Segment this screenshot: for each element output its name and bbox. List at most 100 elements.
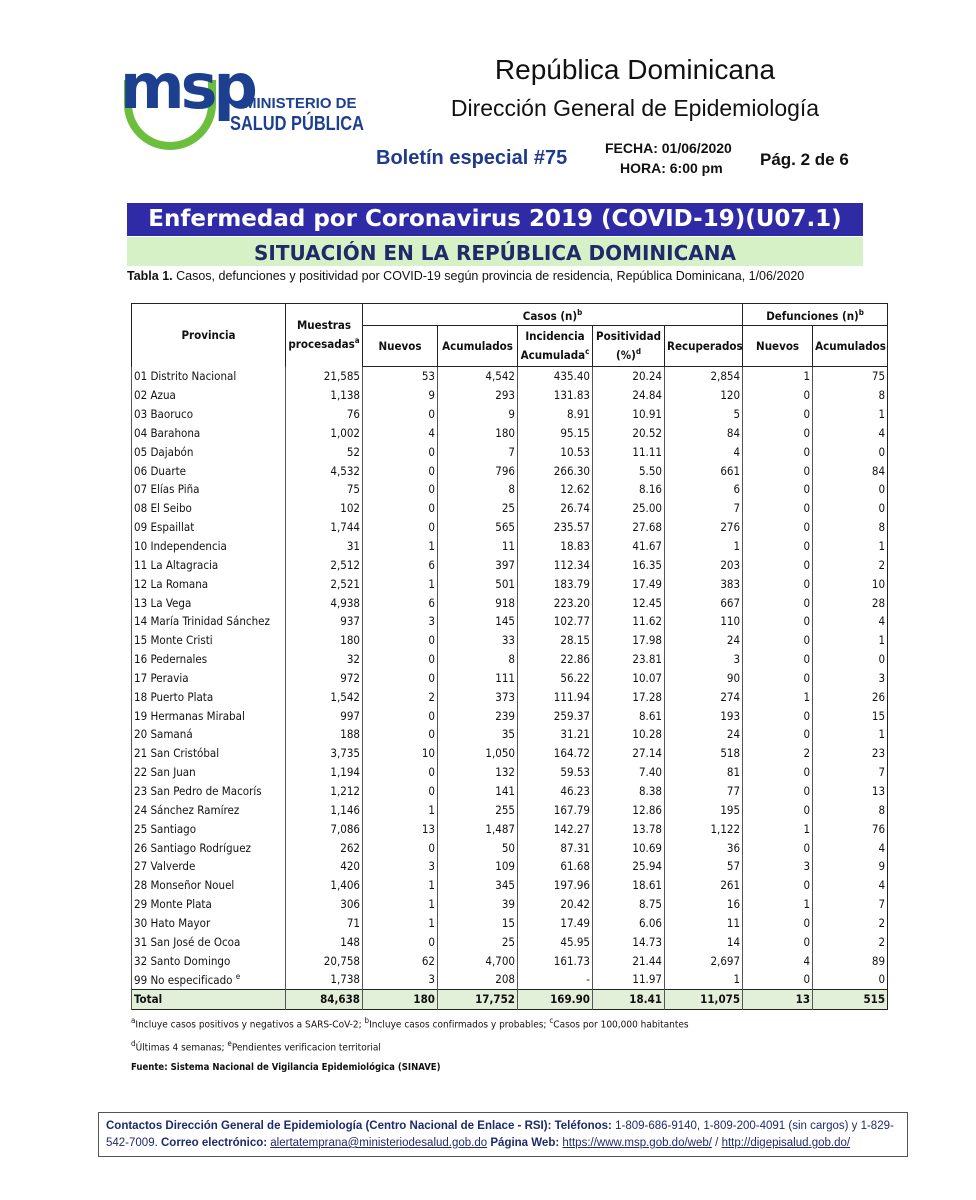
table-cell: 102 xyxy=(285,498,363,518)
table-cell: 24 xyxy=(663,725,743,744)
column-header: Incidencia Acumuladac xyxy=(517,325,593,367)
table-cell: 169.90 xyxy=(517,988,593,1010)
footer-text: Correo electrónico: xyxy=(161,1137,268,1149)
table-cell: 0 xyxy=(742,404,813,424)
table-cell: 39 xyxy=(437,894,518,914)
table-cell: 197.96 xyxy=(517,875,593,895)
table-cell: 1,194 xyxy=(285,762,363,782)
web-link[interactable]: http://digepisalud.gob.do/ xyxy=(721,1137,851,1149)
table-cell: 4 xyxy=(812,611,888,631)
table-cell: 0 xyxy=(742,800,813,820)
table-cell: 259.37 xyxy=(517,706,593,726)
table-cell: 90 xyxy=(663,668,743,688)
table-cell: 7.40 xyxy=(592,762,665,782)
table-cell: 26.74 xyxy=(517,498,593,518)
table-cell: 99 No especificado e xyxy=(131,970,286,990)
table-row: 15 Monte Cristi 180 0 33 28.15 17.98 24 0 1 xyxy=(131,630,888,650)
group-header: Defunciones (n)b xyxy=(742,303,888,326)
table-cell: 0 xyxy=(742,385,813,405)
table-cell: 46.23 xyxy=(517,781,593,801)
table-cell: 56.22 xyxy=(517,668,593,688)
table-cell: 1,122 xyxy=(663,819,743,839)
table-cell: 161.73 xyxy=(517,951,593,970)
footnote-text: Últimas 4 semanas; xyxy=(135,1042,225,1054)
table-cell: 0 xyxy=(742,668,813,688)
table-cell: 0 xyxy=(742,932,813,952)
table-cell: 32 xyxy=(285,649,363,669)
table-row: 22 San Juan 1,194 0 132 59.53 7.40 81 0 7 xyxy=(131,762,888,782)
table-cell: 4 xyxy=(742,951,813,970)
table-cell: 4 xyxy=(812,423,888,443)
table-cell: 21.44 xyxy=(592,951,665,970)
table-cell: 30 Hato Mayor xyxy=(131,913,286,933)
table-cell: 62 xyxy=(362,951,438,970)
table-cell: 188 xyxy=(285,725,363,744)
table-cell: 01 Distrito Nacional xyxy=(131,366,286,386)
table-cell: 4 xyxy=(663,442,743,462)
footnotes: aIncluye casos positivos y negativos a S… xyxy=(131,1011,689,1077)
table-cell: 11.97 xyxy=(592,970,665,990)
table-cell: 180 xyxy=(362,988,438,1010)
web-link[interactable]: https://www.msp.gob.do/web/ xyxy=(562,1137,712,1149)
logo-mark: msp xyxy=(120,50,258,123)
table-cell: 420 xyxy=(285,856,363,876)
table-cell: 2 xyxy=(812,913,888,933)
table-cell: 18.61 xyxy=(592,875,665,895)
table-cell: 13 La Vega xyxy=(131,593,286,612)
table-cell: 0 xyxy=(742,593,813,612)
table-cell: 8.38 xyxy=(592,781,665,801)
table-row: 26 Santiago Rodríguez 262 0 50 87.31 10.69 36 0… xyxy=(131,838,888,857)
table-row: 30 Hato Mayor 71 1 15 17.49 6.06 11 0 2 xyxy=(131,913,888,933)
superscript: e xyxy=(227,1039,232,1049)
table-cell: 0 xyxy=(812,442,888,462)
group-text: Defunciones (n) xyxy=(766,308,859,323)
table-cell: 203 xyxy=(663,555,743,575)
group-header: Casos (n)b xyxy=(361,303,743,326)
header-line: (%) xyxy=(616,347,636,362)
table-cell: 4 xyxy=(812,875,888,895)
footnote-text: Incluye casos positivos y negativos a SA… xyxy=(135,1019,362,1031)
table-cell: 28 xyxy=(812,593,888,612)
table-row: 01 Distrito Nacional 21,585 53 4,542 435.40 2… xyxy=(131,366,888,386)
superscript: d xyxy=(635,347,641,357)
table-cell: 5 xyxy=(663,404,743,424)
footnote-text: Incluye casos confirmados y probables; xyxy=(369,1019,547,1031)
footnote-line: dÚltimas 4 semanas; ePendientes verifica… xyxy=(131,1034,689,1057)
table-cell: 03 Baoruco xyxy=(131,404,286,424)
table-cell: 0 xyxy=(362,649,438,669)
table-cell: 0 xyxy=(362,630,438,650)
table-cell: 1,002 xyxy=(285,423,363,443)
table-cell: 6 xyxy=(362,593,438,612)
table-cell: 15 xyxy=(437,913,518,933)
table-cell: 276 xyxy=(663,517,743,537)
table-cell: 12.45 xyxy=(592,593,665,612)
email-link[interactable]: alertatemprana@ministeriodesalud.gob.do xyxy=(270,1137,488,1149)
table-cell: 183.79 xyxy=(517,574,593,594)
superscript: d xyxy=(131,1039,136,1049)
table-cell: 515 xyxy=(812,988,888,1010)
table-row: 27 Valverde 420 3 109 61.68 25.94 57 3 9 xyxy=(131,856,888,876)
table-cell: 796 xyxy=(437,461,518,481)
table-cell: 13 xyxy=(812,781,888,801)
table-cell: 0 xyxy=(742,517,813,537)
contact-footer: Contactos Dirección General de Epidemiol… xyxy=(98,1112,908,1157)
table-cell: 28.15 xyxy=(517,630,593,650)
table-cell: 3 xyxy=(362,970,438,990)
table-cell: 383 xyxy=(663,574,743,594)
date: FECHA: 01/06/2020 xyxy=(605,140,732,156)
table-cell: 11,075 xyxy=(663,988,743,1010)
table-cell: 32 Santo Domingo xyxy=(131,951,286,970)
table-cell: 937 xyxy=(285,611,363,631)
table-cell: 0 xyxy=(742,574,813,594)
table-cell: 167.79 xyxy=(517,800,593,820)
table-row: 08 El Seibo 102 0 25 26.74 25.00 7 0 0 xyxy=(131,498,888,518)
table-cell: 75 xyxy=(285,480,363,499)
table-cell: 10.07 xyxy=(592,668,665,688)
table-cell: 7,086 xyxy=(285,819,363,839)
table-cell: 3 xyxy=(742,856,813,876)
table-cell: 0 xyxy=(362,762,438,782)
table-cell: 50 xyxy=(437,838,518,857)
table-cell: Total xyxy=(131,988,286,1010)
column-header: Nuevos xyxy=(362,325,438,367)
table-cell: 2,521 xyxy=(285,574,363,594)
